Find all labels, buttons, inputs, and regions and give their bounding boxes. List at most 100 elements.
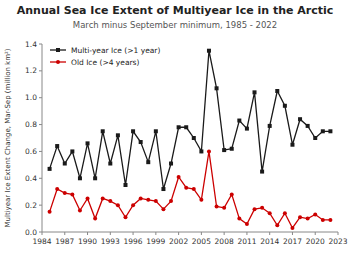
marker: [146, 198, 150, 202]
marker: [131, 129, 135, 133]
marker: [192, 187, 196, 191]
marker: [298, 215, 302, 219]
marker: [93, 176, 97, 180]
marker: [260, 170, 264, 174]
marker: [207, 149, 211, 153]
marker: [93, 217, 97, 221]
marker: [154, 129, 158, 133]
marker: [268, 211, 272, 215]
marker: [207, 49, 211, 53]
marker: [101, 196, 105, 200]
marker: [230, 147, 234, 151]
marker: [48, 167, 52, 171]
x-tick: [155, 232, 156, 235]
y-axis-label: Multiyear Ice Extent Change, Mar-Sep (mi…: [4, 48, 12, 227]
x-tick: [201, 232, 202, 235]
marker: [313, 136, 317, 140]
x-tick: [133, 232, 134, 235]
legend-marker: [56, 48, 60, 52]
x-tick-label: 1987: [55, 237, 74, 246]
x-tick: [224, 232, 225, 235]
title: Annual Sea Ice Extent of Multiyear Ice i…: [17, 4, 334, 17]
x-tick: [110, 232, 111, 235]
y-tick-label: 0.0: [25, 228, 37, 237]
chart: Annual Sea Ice Extent of Multiyear Ice i…: [0, 0, 350, 256]
y-tick: [39, 70, 42, 71]
x-tick-label: 2011: [237, 237, 256, 246]
marker: [55, 187, 59, 191]
x-tick-label: 2014: [260, 237, 279, 246]
marker: [328, 129, 332, 133]
y-tick: [39, 178, 42, 179]
series-line: [50, 151, 331, 228]
marker: [222, 206, 226, 210]
marker: [48, 210, 52, 214]
marker: [275, 223, 279, 227]
x-tick: [338, 232, 339, 235]
marker: [283, 211, 287, 215]
marker: [86, 141, 90, 145]
x-tick-label: 1990: [78, 237, 97, 246]
x-tick: [64, 232, 65, 235]
marker: [222, 148, 226, 152]
marker: [184, 186, 188, 190]
x-tick: [269, 232, 270, 235]
marker: [139, 196, 143, 200]
x-tick: [246, 232, 247, 235]
y-tick: [39, 97, 42, 98]
marker: [237, 119, 241, 123]
legend-label: Multi-year Ice (>1 year): [71, 46, 160, 55]
y-tick-label: 0.2: [25, 201, 37, 210]
y-tick-label: 0.4: [25, 174, 37, 183]
marker: [177, 175, 181, 179]
marker: [192, 136, 196, 140]
y-axis: [42, 44, 43, 232]
marker: [63, 191, 67, 195]
marker: [146, 160, 150, 164]
marker: [290, 226, 294, 230]
x-tick-label: 2005: [192, 237, 211, 246]
x-tick-label: 1996: [124, 237, 143, 246]
marker: [215, 86, 219, 90]
x-tick: [315, 232, 316, 235]
marker: [184, 125, 188, 129]
marker: [253, 90, 257, 94]
marker: [199, 198, 203, 202]
y-tick-label: 0.6: [25, 147, 37, 156]
x-tick: [292, 232, 293, 235]
marker: [161, 187, 165, 191]
marker: [321, 129, 325, 133]
marker: [215, 204, 219, 208]
marker: [298, 117, 302, 121]
marker: [253, 207, 257, 211]
x-axis: [42, 232, 338, 233]
x-tick: [178, 232, 179, 235]
marker: [237, 217, 241, 221]
marker: [306, 217, 310, 221]
marker: [70, 192, 74, 196]
marker: [86, 196, 90, 200]
marker: [131, 203, 135, 207]
marker: [199, 149, 203, 153]
marker: [139, 140, 143, 144]
marker: [123, 215, 127, 219]
marker: [55, 144, 59, 148]
subtitle: March minus September minimum, 1985 - 20…: [73, 20, 277, 30]
series-line: [50, 51, 331, 189]
marker: [275, 89, 279, 93]
marker: [245, 127, 249, 131]
y-tick-label: 0.8: [25, 120, 37, 129]
legend: Multi-year Ice (>1 year) Old Ice (>4 year…: [50, 46, 160, 67]
x-tick-label: 2017: [283, 237, 302, 246]
x-tick-label: 2002: [169, 237, 188, 246]
marker: [177, 125, 181, 129]
marker: [108, 199, 112, 203]
marker: [78, 176, 82, 180]
x-tick: [42, 232, 43, 235]
x-tick-label: 2008: [215, 237, 234, 246]
marker: [230, 192, 234, 196]
legend-label: Old Ice (>4 years): [71, 58, 139, 67]
marker: [101, 129, 105, 133]
marker: [290, 143, 294, 147]
marker: [63, 162, 67, 166]
